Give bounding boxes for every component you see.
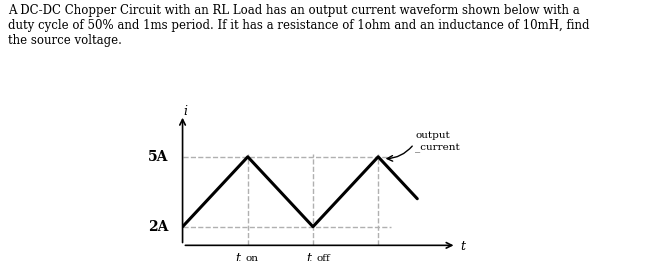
Text: i: i [184,105,188,118]
Text: on: on [245,254,258,261]
Text: output: output [415,131,450,140]
Text: A DC-DC Chopper Circuit with an RL Load has an output current waveform shown bel: A DC-DC Chopper Circuit with an RL Load … [8,4,589,47]
Text: off: off [317,254,331,261]
Text: 2A: 2A [148,220,168,234]
Text: 5A: 5A [148,150,168,164]
Text: t: t [235,252,240,261]
Text: _current: _current [415,144,460,153]
Text: t: t [306,252,312,261]
Text: t: t [460,240,466,253]
